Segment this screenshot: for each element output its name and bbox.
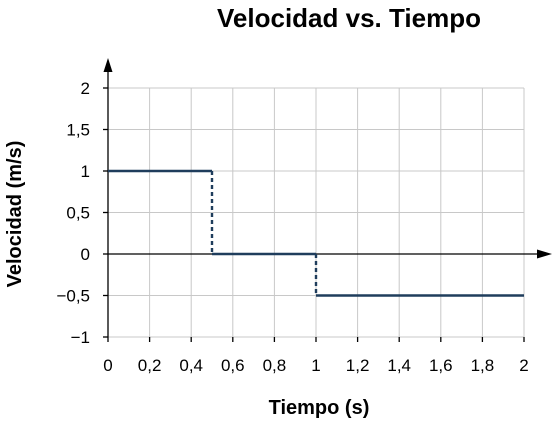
x-tick-label-1: 0,2 — [138, 356, 162, 375]
x-tick-label-3: 0,6 — [221, 356, 245, 375]
x-tick-label-10: 2 — [519, 356, 528, 375]
y-axis-title: Velocidad (m/s) — [4, 141, 26, 288]
x-axis-arrowhead — [537, 249, 552, 259]
y-tick-label-6: 2 — [81, 79, 90, 98]
x-tick-label-0: 0 — [103, 356, 112, 375]
grid — [108, 87, 525, 338]
y-tick-label-1: −0,5 — [56, 287, 90, 306]
x-axis-title: Tiempo (s) — [269, 397, 370, 419]
y-tick-label-4: 1 — [81, 162, 90, 181]
y-axis-ticks: −1 −0,5 0 0,5 1 1,5 2 — [56, 79, 108, 347]
chart-title: Velocidad vs. Tiempo — [217, 3, 481, 33]
x-tick-label-8: 1,6 — [429, 356, 453, 375]
y-axis-arrowhead — [103, 58, 113, 72]
x-tick-label-4: 0,8 — [263, 356, 287, 375]
y-tick-label-3: 0,5 — [66, 204, 90, 223]
axes — [103, 58, 552, 337]
x-tick-label-2: 0,4 — [179, 356, 203, 375]
y-tick-label-0: −1 — [71, 328, 90, 347]
x-axis-ticks: 0 0,2 0,4 0,6 0,8 1 1,2 1,4 1,6 1,8 2 — [103, 337, 529, 375]
series — [108, 169, 524, 297]
x-tick-label-7: 1,4 — [387, 356, 411, 375]
y-tick-label-2: 0 — [81, 245, 90, 264]
x-tick-label-5: 1 — [311, 356, 320, 375]
x-tick-label-6: 1,2 — [346, 356, 370, 375]
y-tick-label-5: 1,5 — [66, 121, 90, 140]
x-tick-label-9: 1,8 — [471, 356, 495, 375]
